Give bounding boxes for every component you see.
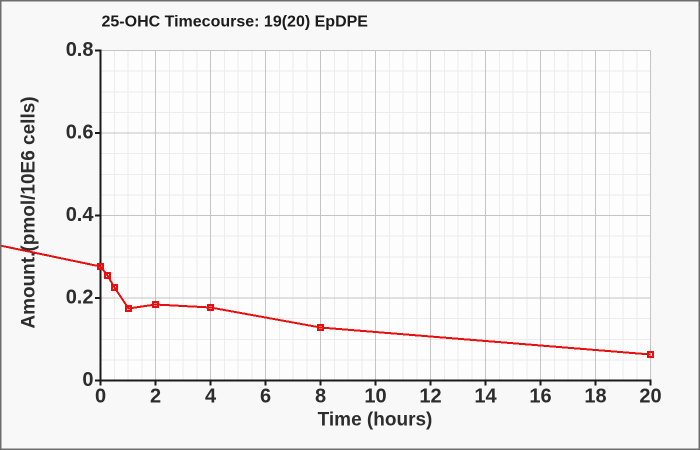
svg-text:0.8: 0.8 [66, 39, 94, 61]
svg-text:10: 10 [364, 385, 386, 407]
svg-text:2: 2 [150, 385, 161, 407]
svg-text:12: 12 [419, 385, 441, 407]
svg-text:18: 18 [584, 385, 606, 407]
svg-text:14: 14 [474, 385, 497, 407]
svg-text:0: 0 [82, 369, 93, 391]
svg-text:4: 4 [205, 385, 217, 407]
svg-text:0.2: 0.2 [66, 287, 94, 309]
svg-text:Amount.(pmol/10E6 cells): Amount.(pmol/10E6 cells) [19, 96, 40, 328]
svg-text:20: 20 [639, 385, 661, 407]
svg-text:6: 6 [260, 385, 271, 407]
svg-text:0.6: 0.6 [66, 122, 94, 144]
svg-text:25-OHC Timecourse: 19(20) EpDP: 25-OHC Timecourse: 19(20) EpDPE [102, 14, 369, 31]
svg-text:Time (hours): Time (hours) [318, 410, 433, 431]
svg-text:0: 0 [95, 385, 106, 407]
svg-text:0.4: 0.4 [66, 204, 95, 226]
svg-text:8: 8 [315, 385, 326, 407]
svg-text:16: 16 [529, 385, 551, 407]
